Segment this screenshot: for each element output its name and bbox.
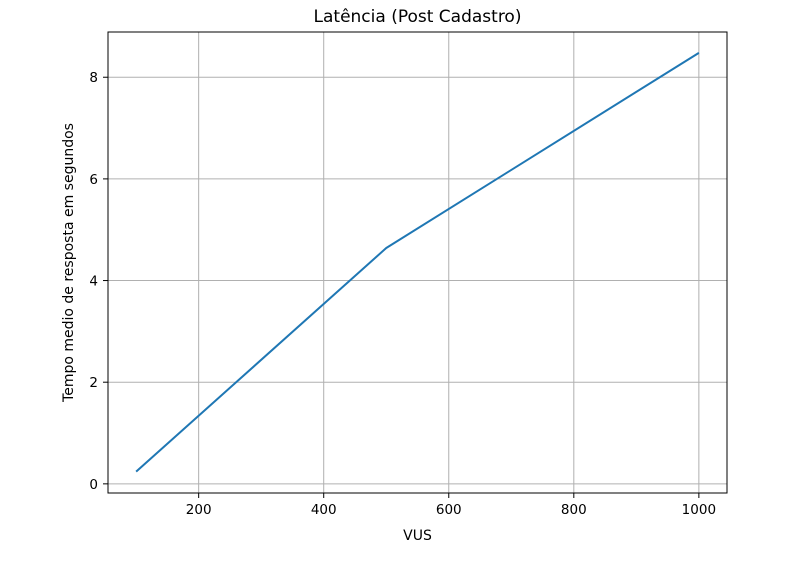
plot-frame [107, 31, 728, 494]
x-tick-label: 200 [186, 502, 212, 518]
y-tick-label: 8 [89, 70, 98, 86]
x-tick-label: 400 [311, 502, 337, 518]
x-axis-ticks: 200 400 600 800 1000 [186, 493, 716, 518]
y-tick-label: 4 [89, 274, 98, 290]
chart-title: Latência (Post Cadastro) [314, 7, 522, 27]
y-axis-ticks: 0 2 4 6 8 [89, 70, 108, 493]
grid-lines [108, 32, 727, 493]
x-tick-label: 1000 [682, 502, 716, 518]
x-axis-label: VUS [403, 528, 432, 544]
y-tick-label: 0 [89, 477, 98, 493]
x-tick-label: 800 [561, 502, 587, 518]
y-tick-label: 6 [89, 172, 98, 188]
series-line [135, 51, 700, 473]
series-layer [135, 51, 700, 473]
y-tick-label: 2 [89, 375, 98, 391]
x-tick-label: 600 [436, 502, 462, 518]
y-axis-label: Tempo medio de resposta em segundos [61, 123, 77, 403]
